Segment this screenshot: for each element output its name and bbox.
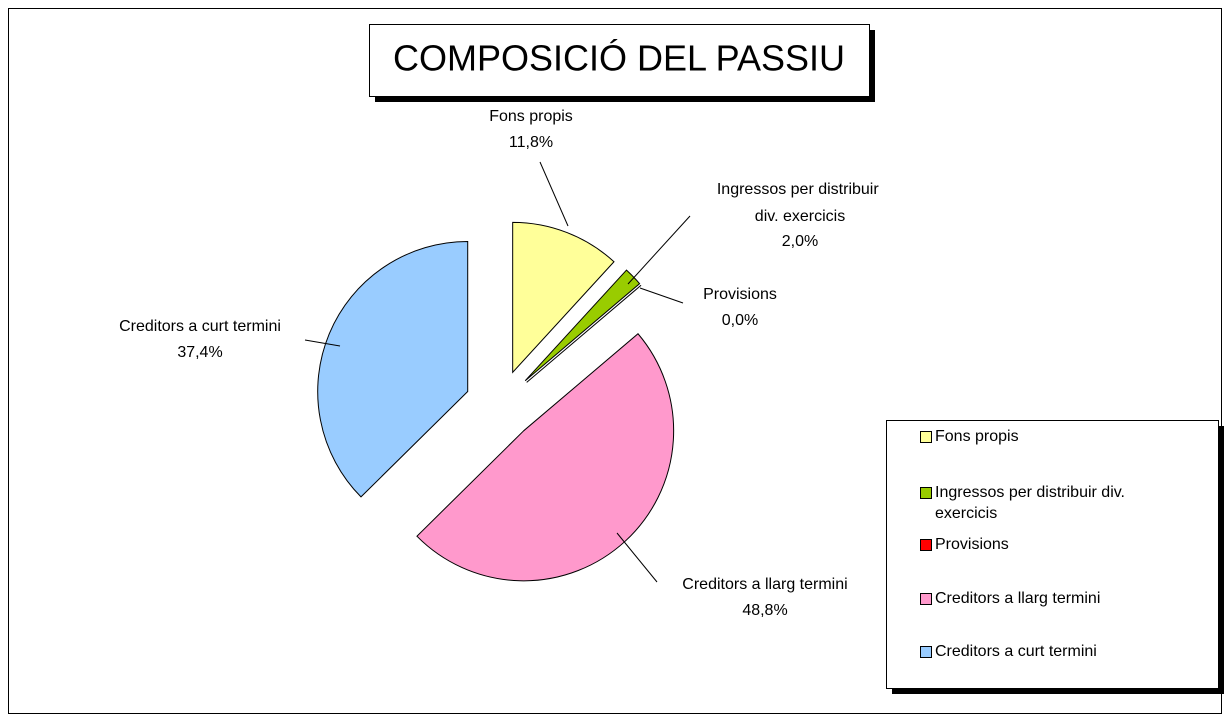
leader-line <box>639 287 684 304</box>
slice-label: Fons propis <box>489 108 573 125</box>
legend-label: Provisions <box>935 536 1009 553</box>
legend-label: Creditors a llarg termini <box>935 590 1100 607</box>
leader-line <box>627 215 691 285</box>
pie-slice <box>512 221 615 374</box>
slice-label: Creditors a curt termini <box>119 318 281 335</box>
leader-line <box>539 161 569 227</box>
legend-swatch <box>920 646 932 658</box>
legend-label: Ingressos per distribuir div. exercicis <box>935 484 1129 522</box>
slice-value-label: 48,8% <box>742 602 787 619</box>
legend-label: Creditors a curt termini <box>935 643 1097 660</box>
slice-value-label: 2,0% <box>782 233 818 250</box>
legend-swatch <box>920 487 932 499</box>
slice-label: Ingressos per distribuir div. exercicis <box>717 181 883 225</box>
legend-swatch <box>920 431 932 443</box>
slice-value-label: 11,8% <box>509 134 553 151</box>
legend-label: Fons propis <box>935 428 1019 445</box>
pie-slice <box>524 269 641 382</box>
pie-slice <box>526 284 642 383</box>
slice-value-label: 37,4% <box>177 344 222 361</box>
leader-line <box>616 532 658 583</box>
legend-swatch <box>920 593 932 605</box>
legend-box <box>886 420 1219 689</box>
slice-label: Provisions <box>703 286 777 303</box>
chart-title: COMPOSICIÓ DEL PASSIU <box>393 38 845 79</box>
slice-label: Creditors a llarg termini <box>682 576 847 593</box>
slice-value-label: 0,0% <box>722 312 758 329</box>
pie-slice <box>416 333 675 582</box>
legend-swatch <box>920 539 932 551</box>
title-box <box>369 24 870 97</box>
leader-line <box>304 339 341 347</box>
pie-slice <box>317 241 469 498</box>
